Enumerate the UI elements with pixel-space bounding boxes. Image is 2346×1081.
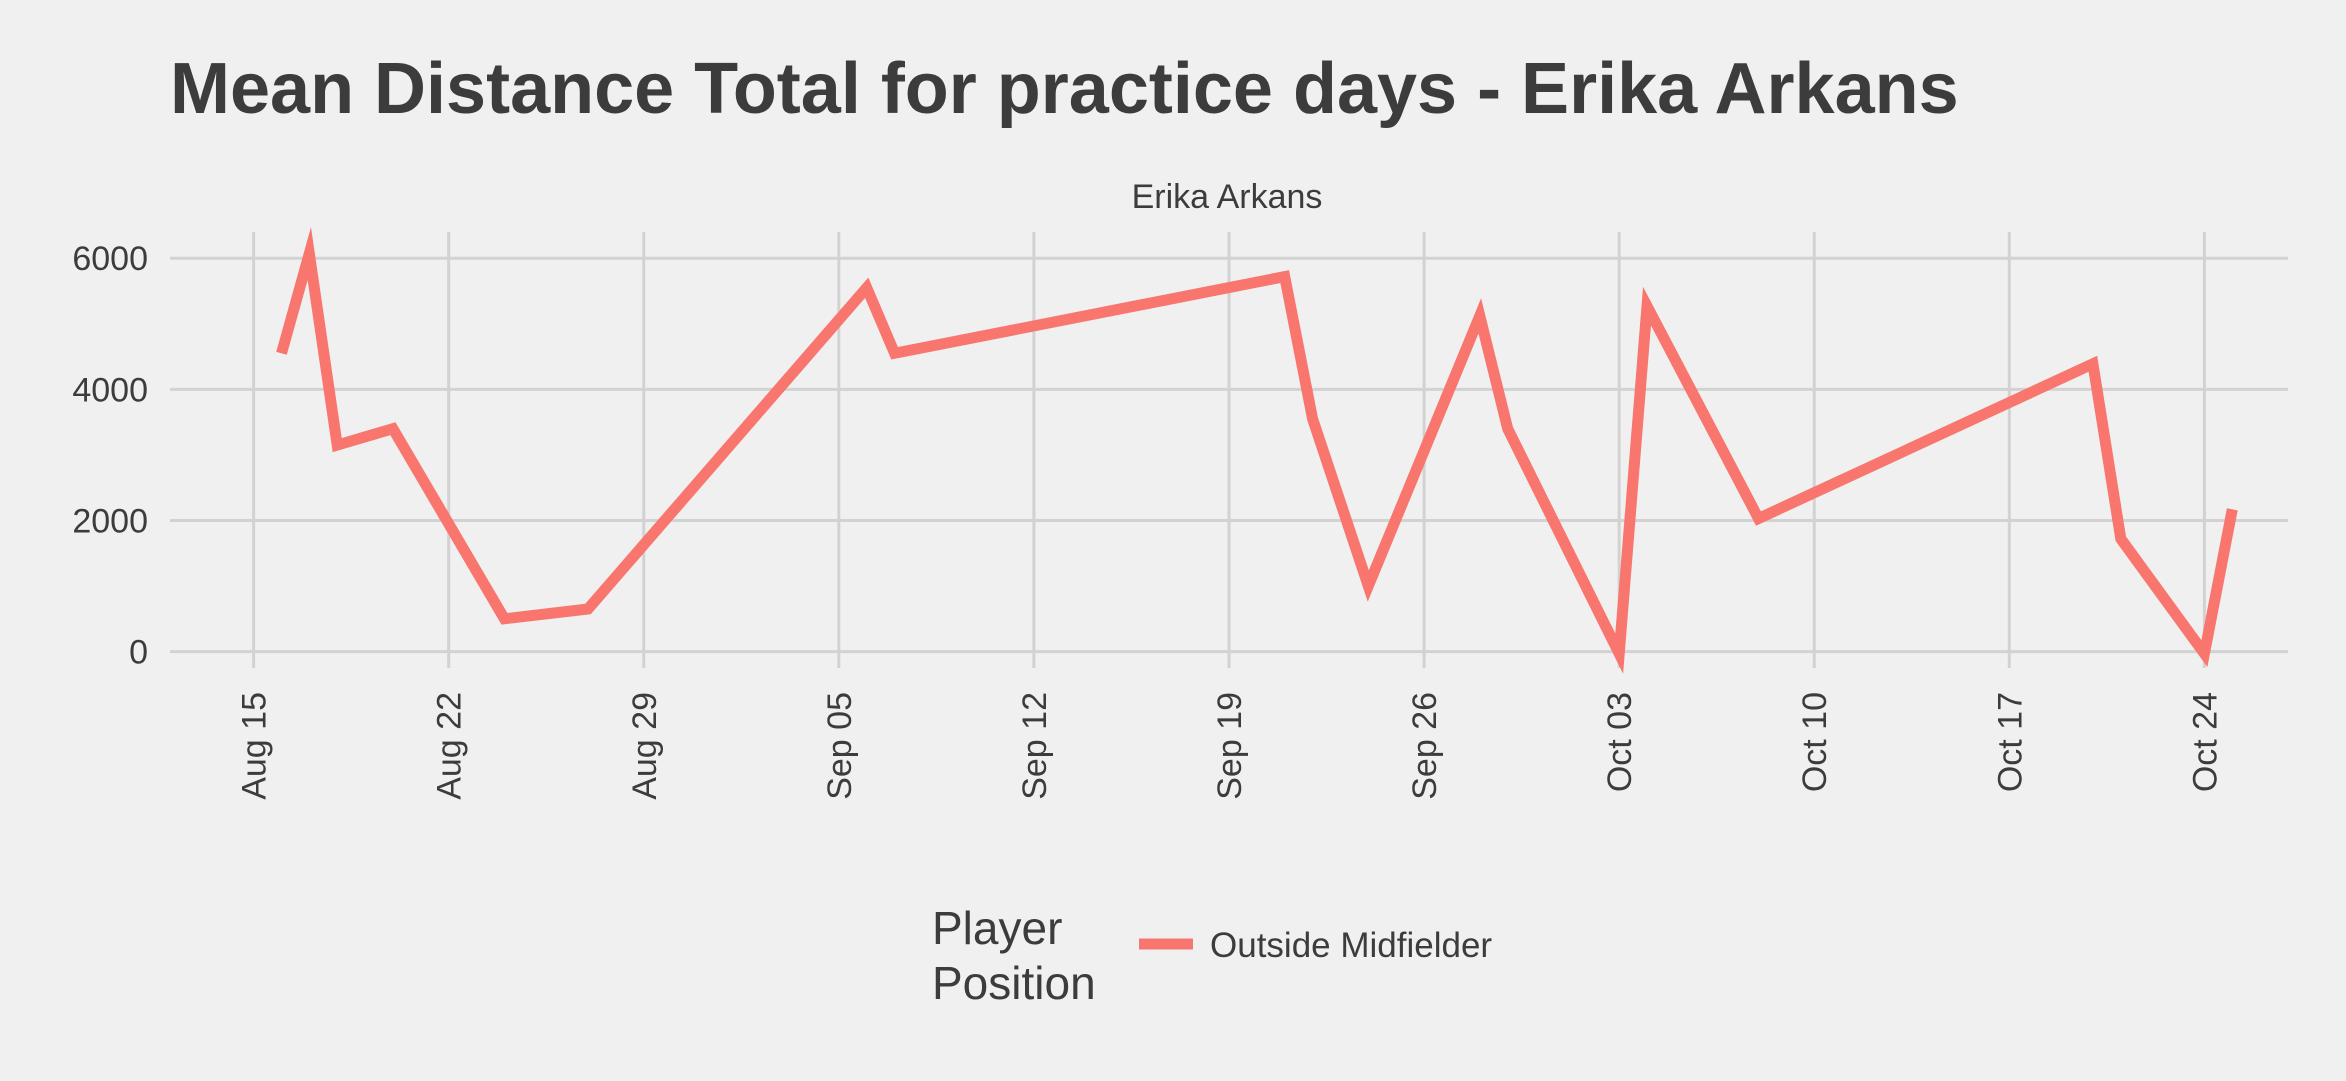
chart-title: Mean Distance Total for practice days - … [170, 49, 1959, 129]
legend-title-line-2: Position [932, 957, 1096, 1009]
x-tick-label-sep-19: Sep 19 [1211, 692, 1249, 800]
y-tick-label-6000: 6000 [72, 240, 148, 278]
x-tick-label-aug-29: Aug 29 [626, 692, 664, 800]
series-layer [276, 227, 2238, 674]
series-line-outside-midfielder [276, 227, 2238, 674]
x-tick-label-sep-26: Sep 26 [1406, 692, 1444, 800]
facet-label: Erika Arkans [1132, 178, 1323, 216]
x-tick-label-oct-10: Oct 10 [1796, 692, 1834, 792]
y-tick-label-0: 0 [129, 634, 148, 672]
legend-title-line-1: Player [932, 902, 1062, 954]
x-tick-label-aug-15: Aug 15 [236, 692, 274, 800]
x-tick-labels: Aug 15 Aug 22 Aug 29 Sep 05 Sep 12 Sep 19 Sep … [236, 692, 2225, 800]
x-tick-label-sep-12: Sep 12 [1016, 692, 1054, 800]
x-tick-label-oct-03: Oct 03 [1601, 692, 1639, 792]
legend: Player Position Outside Midfielder [932, 902, 1492, 1009]
legend-label-outside-midfielder: Outside Midfielder [1210, 926, 1492, 965]
x-tick-label-aug-22: Aug 22 [431, 692, 469, 800]
x-tick-label-sep-05: Sep 05 [821, 692, 859, 800]
x-tick-label-oct-17: Oct 17 [1991, 692, 2029, 792]
x-tick-label-oct-24: Oct 24 [2186, 692, 2224, 792]
y-tick-label-4000: 4000 [72, 371, 148, 409]
y-tick-label-2000: 2000 [72, 502, 148, 540]
y-tick-labels: 0 2000 4000 6000 [72, 240, 148, 671]
grid-layer [170, 232, 2288, 668]
